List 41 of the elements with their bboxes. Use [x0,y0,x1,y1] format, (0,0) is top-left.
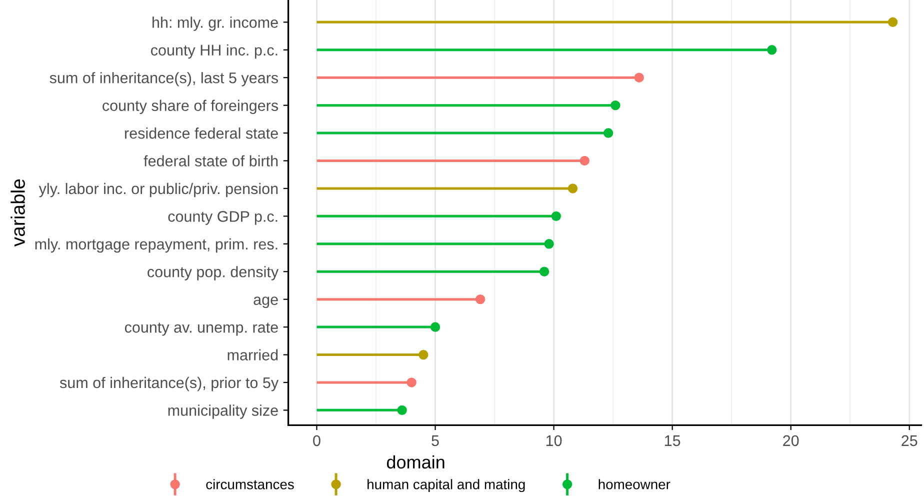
point [603,128,614,138]
x-tick-label: 10 [546,435,562,446]
point [406,378,416,388]
point [568,184,578,194]
point [475,294,486,304]
y-tick-label: county av. unemp. rate [124,322,278,336]
y-tick-label: residence federal state [125,127,278,139]
y-tick-label: yly. labor inc. or public/priv. pension [38,182,278,198]
point [580,156,590,166]
x-tick-label: 25 [902,435,918,446]
x-tick-label: 5 [432,435,439,446]
point [544,239,554,249]
y-tick-label: county share of foreingers [102,100,278,114]
y-tick-label: county pop. density [148,266,279,280]
y-tick-label: sum of inheritance(s), last 5 years [50,72,278,86]
point [418,350,428,360]
point [634,72,644,82]
point [767,45,777,55]
y-tick-label: sum of inheritance(s), prior to 5y [60,376,279,392]
point [430,322,440,332]
y-axis-title: variable [10,179,25,247]
point [551,211,562,222]
x-tick-label: 0 [313,435,320,446]
point [610,100,620,110]
x-tick-label: 15 [664,435,680,446]
y-tick-label: county GDP p.c. [168,211,278,225]
x-tick-label: 20 [783,435,799,446]
y-tick-label: age [254,296,278,308]
y-tick-label: federal state of birth [144,155,278,166]
y-tick-label: married [228,349,278,360]
point [888,17,898,28]
y-tick-label: county HH inc. p.c. [151,44,278,59]
legend-label: human capital and mating [368,479,525,492]
point [397,405,407,416]
y-tick-label: hh: mly. gr. income [152,16,278,31]
point [539,266,550,276]
legend-label: circumstances [206,479,294,490]
legend-label: homeowner [598,479,670,490]
legend-title: domain [386,455,444,469]
y-tick-label: municipality size [168,404,278,419]
y-tick-label: mly. mortgage repayment, prim. res. [35,238,278,253]
